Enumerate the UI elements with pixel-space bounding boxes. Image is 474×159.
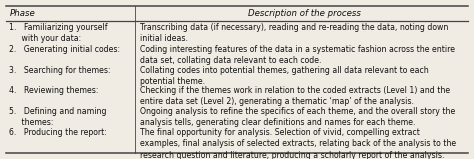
Text: 2.   Generating initial codes:: 2. Generating initial codes: (9, 45, 120, 54)
Text: 3.   Searching for themes:: 3. Searching for themes: (9, 66, 111, 75)
Text: Coding interesting features of the data in a systematic fashion across the entir: Coding interesting features of the data … (140, 45, 455, 65)
Text: 4.   Reviewing themes:: 4. Reviewing themes: (9, 86, 99, 95)
Text: Collating codes into potential themes, gathering all data relevant to each
poten: Collating codes into potential themes, g… (140, 66, 428, 86)
Text: 6.   Producing the report:: 6. Producing the report: (9, 128, 107, 137)
Text: Description of the process: Description of the process (248, 9, 361, 18)
Text: Transcribing data (if necessary), reading and re-reading the data, noting down
i: Transcribing data (if necessary), readin… (140, 23, 448, 43)
Text: Checking if the themes work in relation to the coded extracts (Level 1) and the
: Checking if the themes work in relation … (140, 86, 450, 106)
Text: 1.   Familiarizing yourself
     with your data:: 1. Familiarizing yourself with your data… (9, 23, 108, 43)
Text: 5.   Defining and naming
     themes:: 5. Defining and naming themes: (9, 107, 107, 127)
Text: The final opportunity for analysis. Selection of vivid, compelling extract
examp: The final opportunity for analysis. Sele… (140, 128, 456, 159)
Text: Ongoing analysis to refine the specifics of each theme, and the overall story th: Ongoing analysis to refine the specifics… (140, 107, 455, 127)
Text: Phase: Phase (9, 9, 35, 18)
